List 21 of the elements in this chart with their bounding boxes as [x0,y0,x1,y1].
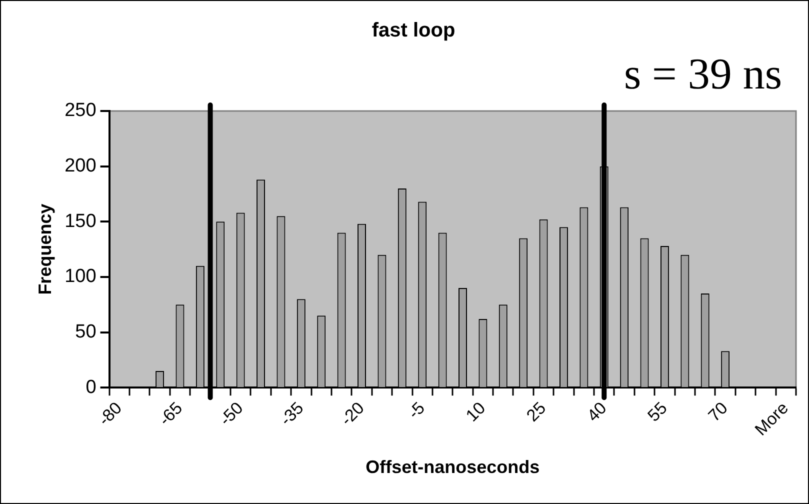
text: s = 39 ns [624,50,782,99]
x-tick-label: -80 [94,398,126,430]
x-tick-label: 70 [704,398,732,426]
y-tick-label: 250 [64,100,96,122]
x-tick-label: -20 [337,398,368,430]
y-tick-label: 0 [86,376,96,398]
x-tick-label: -50 [216,398,247,430]
x-tick-label: 40 [583,398,610,426]
y-tick-label: 150 [64,210,96,232]
x-tick-label: -35 [276,398,308,430]
x-tick-label: 25 [522,398,550,426]
chart-title: fast loop [372,20,456,42]
x-tick-label: -5 [404,398,428,423]
x-axis-title: Offset-nanoseconds [366,457,540,478]
x-tick-label: -65 [155,398,186,430]
y-tick-label: 200 [64,156,96,177]
y-tick-label: 100 [64,266,96,288]
x-tick-label: 10 [462,398,490,426]
y-axis-title: Frequency [34,204,55,295]
y-tick-label: 50 [75,322,96,343]
x-tick-label: 55 [644,398,671,426]
